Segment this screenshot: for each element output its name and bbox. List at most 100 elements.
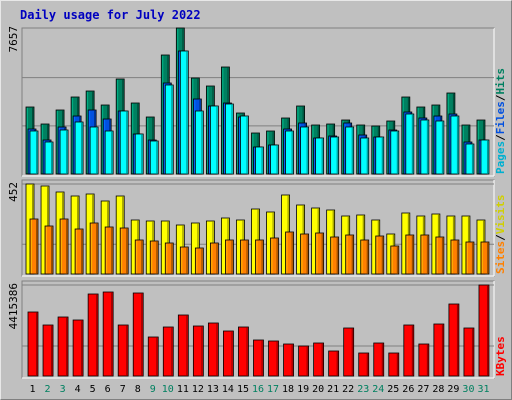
bar-kbytes-day-22 [343,327,355,377]
bar-sites-day-15 [240,239,249,275]
x-tick-label: 30 [462,384,474,395]
bar-pages-day-30 [465,143,475,175]
bar-kbytes-day-11 [177,314,189,377]
x-tick-label: 24 [372,384,384,395]
bar-kbytes-day-31 [478,284,490,377]
bar-kbytes-day-1 [27,311,39,377]
bar-kbytes-day-14 [223,330,234,377]
bar-pages-day-14 [225,103,234,175]
legend: Pages/Files/Hits [494,68,507,174]
bar-pages-day-26 [405,113,415,175]
legend: Sites/Visits [494,195,507,275]
x-tick-label: 15 [237,384,249,395]
x-tick-label: 18 [282,384,294,395]
y-tick-label: 7657 [7,26,20,53]
bar-kbytes-day-13 [207,322,219,377]
bar-pages-day-17 [270,144,279,175]
x-tick-label: 10 [162,384,174,395]
x-tick-label: 6 [105,384,111,395]
bar-kbytes-day-12 [192,325,204,377]
bar-pages-day-18 [285,130,294,175]
bar-pages-day-25 [390,130,400,175]
bar-pages-day-5 [89,126,99,175]
bar-sites-day-25 [390,245,400,275]
bar-kbytes-day-30 [463,327,475,377]
bar-pages-day-8 [134,133,144,175]
x-tick-label: 23 [357,384,369,395]
legend-entry: Hits [494,68,507,95]
bar-kbytes-day-5 [87,293,99,377]
bar-sites-day-11 [179,246,189,275]
x-axis-day-labels: 1 2 3 4 5 6 7 8 9 10 11 12 13 14 15 16 17 18 19 20 21 22 23 24 2… [30,384,490,395]
x-tick-label: 1 [30,384,36,395]
bar-pages-day-3 [59,129,69,175]
bar-kbytes-day-20 [313,342,325,377]
x-tick-label: 4 [75,384,81,395]
x-tick-label: 25 [387,384,399,395]
x-tick-label: 20 [312,384,324,395]
bar-sites-day-1 [29,218,39,275]
bar-pages-day-29 [450,115,460,175]
bar-pages-day-9 [149,140,159,175]
bar-kbytes-day-23 [358,352,370,377]
panel-2: 452 Sites/Visits [7,179,507,277]
bar-pages-day-7 [119,110,129,175]
bar-sites-day-10 [164,242,174,275]
bar-pages-day-22 [345,126,355,175]
panel-3: 4415386 KBytes [7,280,507,379]
x-tick-label: 11 [177,384,189,395]
bar-sites-day-26 [405,234,415,275]
x-tick-label: 19 [297,384,309,395]
x-tick-label: 21 [327,384,339,395]
bar-sites-day-27 [420,234,430,275]
bar-pages-day-2 [44,141,54,175]
bar-pages-day-19 [300,126,309,175]
x-tick-label: 17 [267,384,279,395]
chart-title: Daily usage for July 2022 [20,8,201,22]
bar-sites-day-30 [465,241,475,275]
legend-entry: Files [494,101,507,134]
bar-kbytes-day-28 [433,323,445,377]
bar-pages-day-12 [194,110,204,175]
bar-pages-day-1 [29,130,39,175]
x-tick-label: 29 [447,384,459,395]
bar-pages-day-6 [104,130,114,175]
x-tick-label: 2 [45,384,51,395]
bar-sites-day-7 [119,227,129,275]
y-tick-label: 452 [7,182,20,202]
bar-kbytes-day-6 [102,291,114,377]
bar-kbytes-day-9 [147,336,159,377]
x-tick-label: 13 [207,384,219,395]
bar-sites-day-8 [134,239,144,275]
bar-sites-day-3 [59,218,69,275]
bar-pages-day-20 [315,137,325,175]
bar-sites-day-14 [225,239,234,275]
y-tick-label: 4415386 [7,283,20,329]
bar-sites-day-4 [74,228,84,275]
bar-sites-day-21 [330,236,340,275]
bar-kbytes-day-29 [448,303,460,377]
legend-entry: Visits [494,195,507,235]
bar-sites-day-23 [360,239,370,275]
bar-sites-day-19 [300,233,309,275]
bar-kbytes-day-10 [162,326,174,377]
chart-panels: 7657 Pages/Files/Hits 452 Sites/Visits 44153… [7,26,507,379]
bar-pages-day-28 [435,120,445,175]
x-tick-label: 5 [90,384,96,395]
bar-sites-day-5 [89,222,99,275]
bar-sites-day-24 [375,235,385,275]
bar-sites-day-13 [209,242,219,275]
x-tick-label: 26 [402,384,414,395]
bar-pages-day-11 [179,50,189,175]
bar-kbytes-day-4 [72,319,84,377]
bar-kbytes-day-25 [388,352,400,377]
x-tick-label: 8 [135,384,141,395]
bar-pages-day-21 [330,136,340,175]
panel-1: 7657 Pages/Files/Hits [7,26,507,177]
bar-pages-day-31 [480,139,490,175]
bar-sites-day-20 [315,232,325,275]
bar-sites-day-28 [435,236,445,275]
x-tick-label: 3 [60,384,66,395]
x-tick-label: 27 [417,384,429,395]
